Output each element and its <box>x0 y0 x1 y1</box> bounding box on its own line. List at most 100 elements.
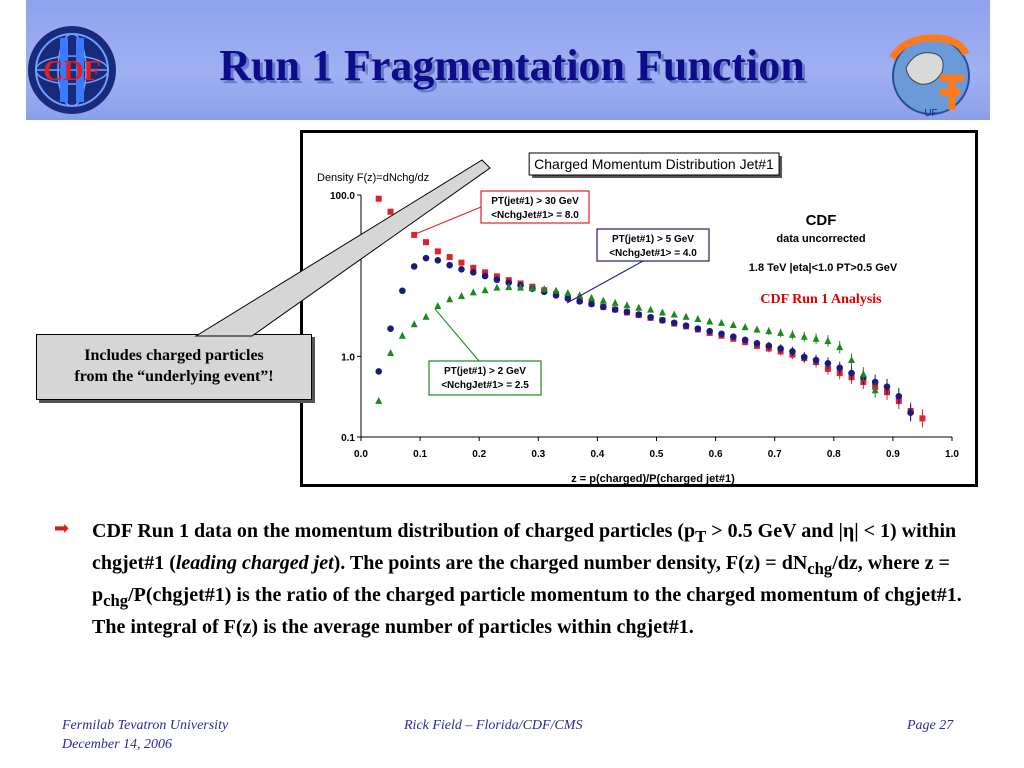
data-point-triangle <box>647 305 655 313</box>
data-point-triangle <box>859 370 867 378</box>
data-point-triangle <box>635 303 643 311</box>
data-point-triangle <box>824 336 832 344</box>
chart: Charged Momentum Distribution Jet#1 Dens… <box>317 152 959 484</box>
legend-box <box>428 360 542 396</box>
data-point-circle <box>387 325 394 333</box>
data-point-circle <box>647 313 654 321</box>
legend-mean: <NchgJet#1> = 2.5 <box>441 380 529 391</box>
data-point-square <box>458 259 465 266</box>
data-point-circle <box>777 345 784 352</box>
data-point-circle <box>895 392 903 400</box>
data-point-circle <box>730 333 737 341</box>
data-point-circle <box>907 409 914 417</box>
legend-pointer <box>566 260 644 304</box>
data-point-circle <box>611 306 619 313</box>
data-point-triangle <box>611 298 619 306</box>
x-tick-label: 0.6 <box>709 449 723 460</box>
data-point-circle <box>836 364 844 372</box>
data-point-triangle <box>422 312 430 320</box>
x-tick-label: 0.8 <box>827 449 841 460</box>
page-number: Page 27 <box>907 718 954 733</box>
y-tick-label: 0.1 <box>341 433 355 444</box>
bullet-paragraph: CDF Run 1 data on the momentum distribut… <box>92 520 962 638</box>
data-point-triangle <box>765 327 773 335</box>
chart-title-box <box>528 152 780 176</box>
y-axis-label: Density F(z)=dNchg/dz <box>317 172 429 184</box>
data-point-circle <box>564 295 572 302</box>
conditions-label: 1.8 TeV |eta|<1.0 PT>0.5 GeV <box>749 262 898 274</box>
data-point-triangle <box>741 323 749 331</box>
x-tick-label: 0.2 <box>472 449 486 460</box>
data-point-circle <box>741 336 749 344</box>
data-point-triangle <box>446 295 454 303</box>
data-point-triangle <box>587 293 595 301</box>
data-point-triangle <box>694 315 702 323</box>
data-point-triangle <box>493 283 501 291</box>
data-point-triangle <box>753 325 761 333</box>
chart-frame: Charged Momentum Distribution Jet#1 Dens… <box>300 130 978 487</box>
data-point-triangle <box>375 396 383 404</box>
data-point-triangle <box>777 328 785 336</box>
legend-label: PT(jet#1) > 5 GeV <box>612 234 694 245</box>
data-point-circle <box>848 369 855 377</box>
data-point-triangle <box>457 291 465 299</box>
data-point-triangle <box>718 318 726 326</box>
x-tick-label: 0.3 <box>531 449 545 460</box>
data-point-triangle <box>528 284 536 292</box>
data-point-circle <box>422 254 430 262</box>
data-point-triangle <box>410 320 418 328</box>
data-point-circle <box>812 356 820 364</box>
data-point-triangle <box>481 286 489 294</box>
y-tick-label: 1.0 <box>341 352 355 363</box>
data-point-circle <box>871 378 879 386</box>
data-point-triangle <box>540 285 548 293</box>
data-point-circle <box>588 300 595 308</box>
data-point-square <box>375 195 382 202</box>
footer-author: Rick Field – Florida/CDF/CMS <box>404 718 583 733</box>
data-point-circle <box>493 276 501 284</box>
data-point-circle <box>824 359 832 367</box>
footer-venue: Fermilab Tevatron University December 14… <box>62 718 229 752</box>
data-point-square <box>493 273 500 280</box>
x-tick-label: 1.0 <box>945 449 959 460</box>
data-point-circle <box>469 269 477 276</box>
cdf-logo: CDF <box>26 24 118 116</box>
x-tick-label: 0.5 <box>650 449 664 460</box>
data-point-square <box>423 239 430 246</box>
legend-mean: <NchgJet#1> = 8.0 <box>491 210 579 221</box>
data-point-circle <box>635 311 643 318</box>
legend-pointer <box>412 206 482 236</box>
data-point-triangle <box>517 283 525 291</box>
data-point-square <box>387 208 394 215</box>
y-tick-label: 100.0 <box>330 191 355 202</box>
svg-text:CDF: CDF <box>43 56 101 87</box>
data-point-circle <box>694 325 702 333</box>
data-point-circle <box>670 319 678 327</box>
data-point-circle <box>659 316 666 324</box>
data-point-triangle <box>788 330 796 338</box>
data-point-triangle <box>623 301 631 309</box>
title-banner <box>26 0 990 120</box>
data-point-triangle <box>706 317 714 325</box>
x-tick-label: 0.0 <box>354 449 368 460</box>
legend-pointer <box>434 308 480 362</box>
data-point-circle <box>883 383 891 391</box>
x-tick-label: 0.7 <box>768 449 782 460</box>
data-point-square <box>434 248 441 255</box>
data-point-triangle <box>469 288 477 296</box>
arrow-bullet-icon: ➡ <box>54 518 70 539</box>
data-point-circle <box>600 303 607 311</box>
data-point-circle <box>765 342 773 350</box>
x-tick-label: 0.9 <box>886 449 900 460</box>
data-point-triangle <box>552 286 560 294</box>
legend-label: PT(jet#1) > 30 GeV <box>491 196 579 207</box>
data-point-circle <box>718 330 725 338</box>
data-point-triangle <box>658 308 666 316</box>
legend-box <box>480 190 590 224</box>
data-point-square <box>363 234 370 241</box>
analysis-label: CDF Run 1 Analysis <box>760 292 882 307</box>
data-point-circle <box>481 272 489 280</box>
data-point-triangle <box>800 332 808 340</box>
data-point-triangle <box>434 302 442 310</box>
callout-line-1: Includes charged particles <box>84 347 264 364</box>
